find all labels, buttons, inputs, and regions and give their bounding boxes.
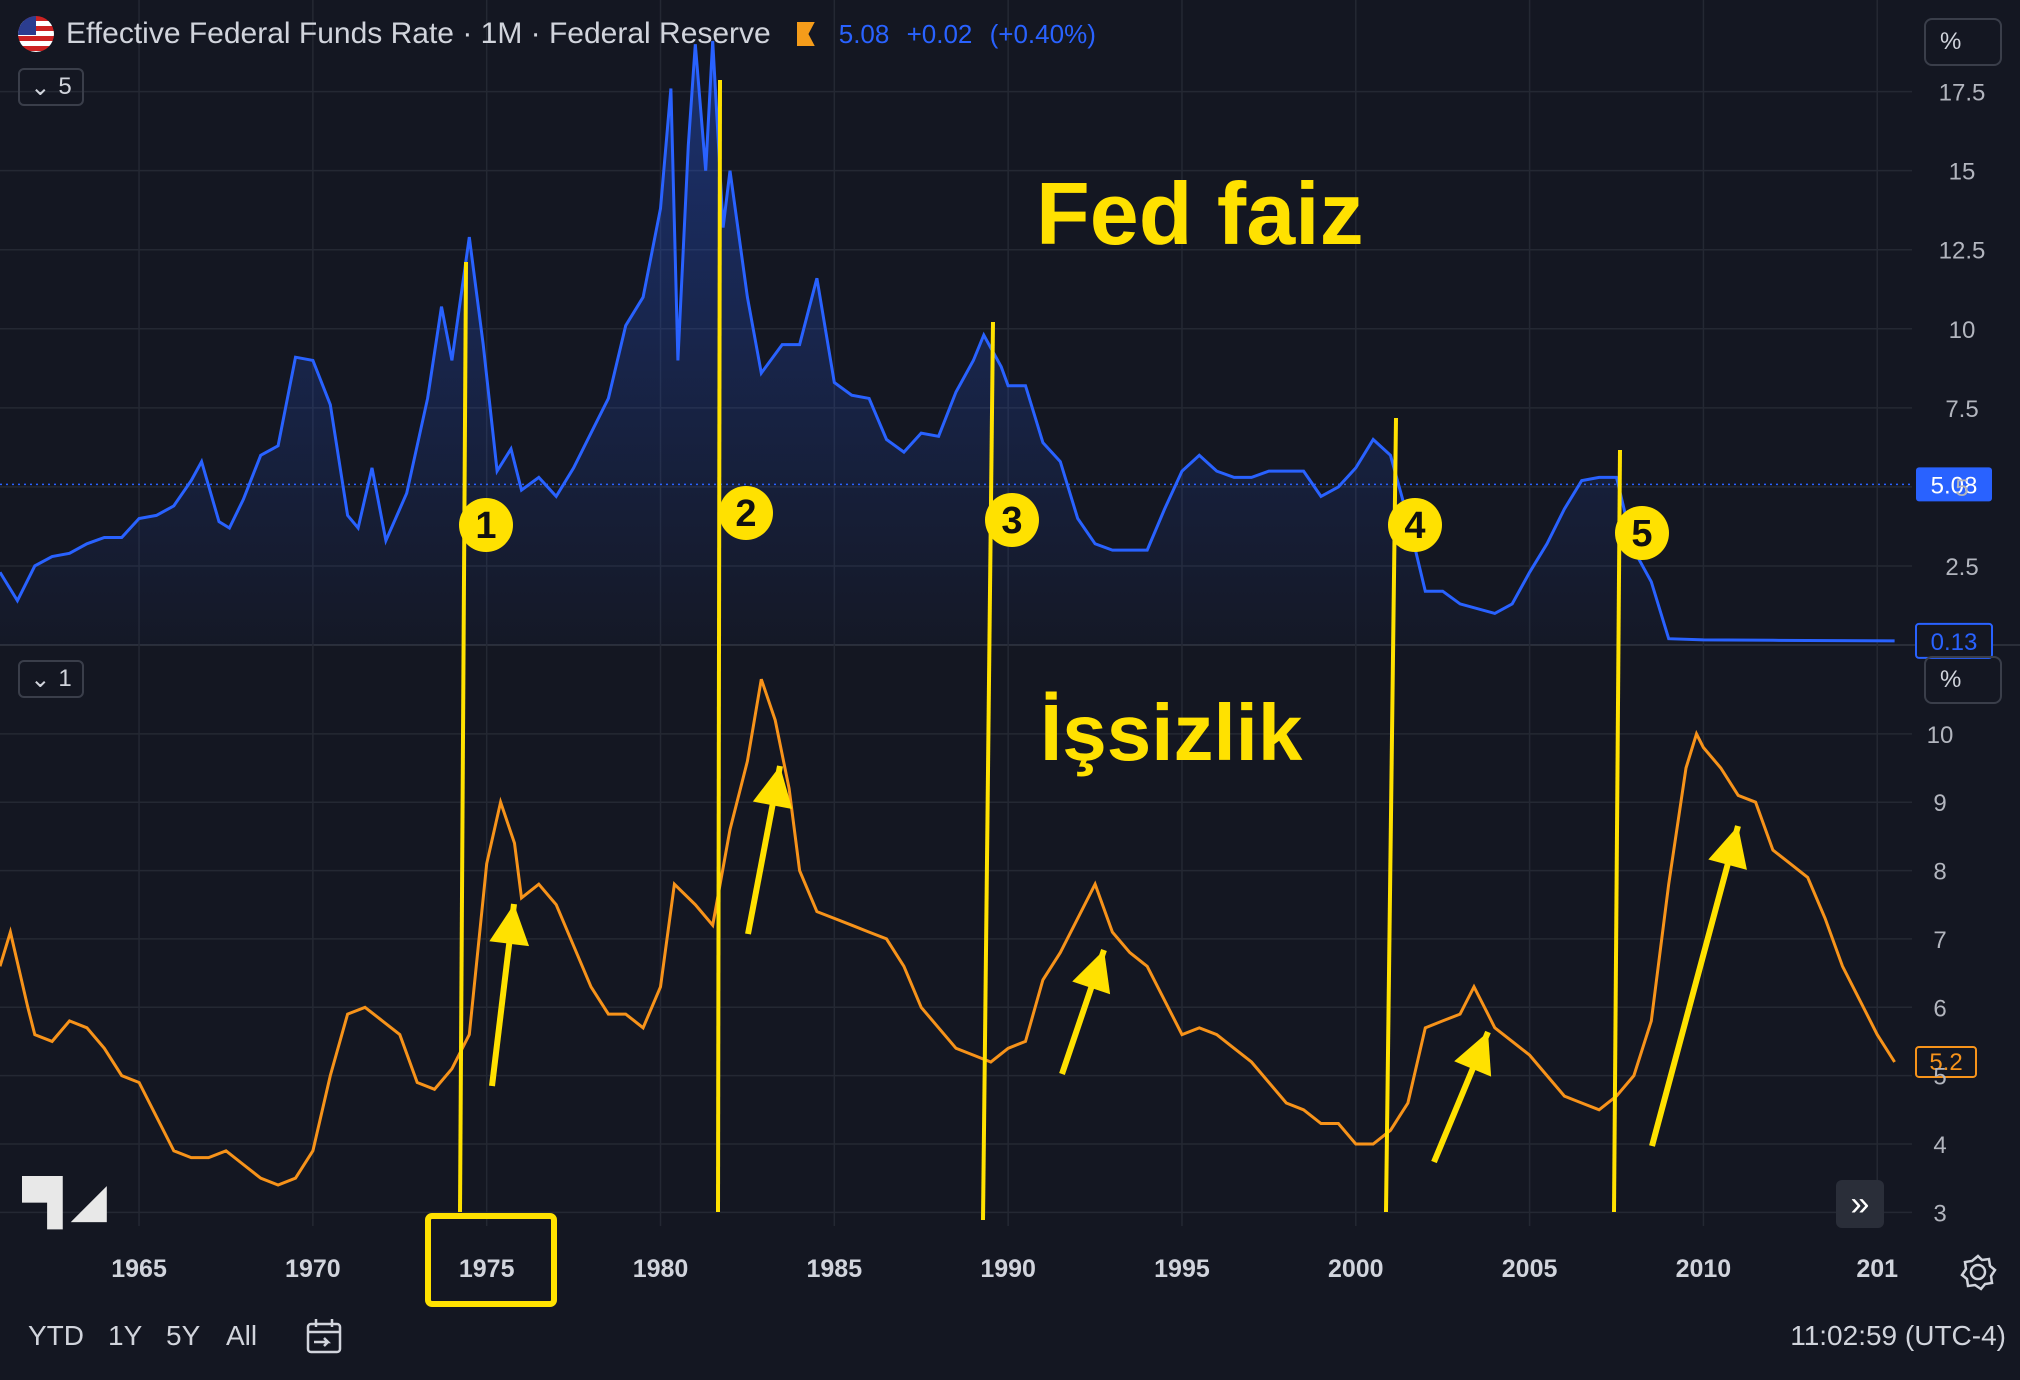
settings-gear-icon[interactable] bbox=[1956, 1250, 2000, 1294]
yellow-marker-line bbox=[1384, 417, 1398, 1213]
range-1y-button[interactable]: 1Y bbox=[108, 1320, 143, 1351]
x-tick-label: 1970 bbox=[285, 1255, 341, 1283]
yellow-marker-line bbox=[716, 79, 722, 1213]
up-arrow bbox=[1059, 949, 1111, 1075]
unemp-y-tick-label: 3 bbox=[1933, 1200, 1946, 1227]
pane-collapse-button-bottom[interactable]: ⌄ 1 bbox=[18, 660, 84, 698]
x-tick-label: 1975 bbox=[459, 1255, 515, 1283]
arrow-head bbox=[752, 766, 793, 810]
bottom-toolbar: YTD 1Y 5Y All 11:02:59 (UTC-4) bbox=[0, 1306, 2020, 1380]
calendar-goto-icon[interactable] bbox=[304, 1316, 346, 1358]
x-tick-label: 2005 bbox=[1502, 1255, 1558, 1283]
yellow-marker-line bbox=[981, 321, 995, 1221]
yellow-marker-line bbox=[458, 261, 468, 1213]
unemp-y-tick-label: 9 bbox=[1933, 790, 1946, 817]
marker-circle-bg bbox=[459, 498, 513, 552]
flag-marker-icon[interactable] bbox=[796, 22, 815, 46]
fed-y-tick-label: 5 bbox=[1955, 475, 1968, 502]
unemp-last-price-label: 5.2 bbox=[1915, 1045, 1977, 1078]
range-all-button[interactable]: All bbox=[226, 1320, 258, 1351]
marker-circle-bg bbox=[1388, 498, 1442, 552]
fed-y-tick-label: 12.5 bbox=[1939, 238, 1986, 265]
arrow-shaft bbox=[1649, 825, 1741, 1147]
range-ytd-button[interactable]: YTD bbox=[28, 1320, 84, 1351]
arrow-head bbox=[1072, 950, 1111, 995]
marker-number: 5 bbox=[1631, 513, 1652, 555]
percent-scale-button-top[interactable]: % bbox=[1924, 18, 2002, 66]
marker-circle-bg bbox=[985, 493, 1039, 547]
yellow-marker-line bbox=[1612, 449, 1622, 1213]
unemp-y-tick-label: 4 bbox=[1933, 1132, 1946, 1159]
change-percent: (+0.40%) bbox=[989, 18, 1096, 49]
up-arrow bbox=[1431, 1030, 1492, 1164]
x-tick-label: 2010 bbox=[1676, 1255, 1732, 1283]
symbol-title[interactable]: Effective Federal Funds Rate · 1M · Fede… bbox=[66, 17, 771, 50]
fed-y-tick-label: 2.5 bbox=[1945, 554, 1978, 581]
x-tick-label: 1995 bbox=[1154, 1255, 1210, 1283]
marker-circle-bg bbox=[1615, 506, 1669, 560]
us-flag-icon bbox=[18, 16, 54, 52]
fed-last-price-label: 5.08 bbox=[1916, 467, 1992, 502]
tradingview-logo: ▀▌◢ bbox=[22, 1177, 106, 1226]
x-tick-label: 1965 bbox=[111, 1255, 167, 1283]
change-value: +0.02 bbox=[906, 18, 973, 49]
clock-timezone[interactable]: 11:02:59 (UTC-4) bbox=[1790, 1320, 2006, 1351]
chevron-down-icon: ⌄ bbox=[30, 73, 51, 101]
last-value: 5.08 bbox=[838, 18, 890, 49]
x-tick-label: 1980 bbox=[633, 1255, 689, 1283]
marker-circle: 5 bbox=[1615, 506, 1669, 560]
marker-circle: 3 bbox=[985, 493, 1039, 547]
marker-circle: 4 bbox=[1388, 498, 1442, 552]
marker-circle: 1 bbox=[459, 498, 513, 552]
fed-title-annotation: Fed faiz bbox=[1036, 164, 1364, 263]
up-arrow bbox=[745, 765, 793, 935]
up-arrow bbox=[489, 903, 530, 1087]
quote: 5.08 +0.02 (+0.40%) bbox=[839, 19, 1106, 50]
up-arrow bbox=[1649, 825, 1747, 1147]
fed-y-tick-label: 17.5 bbox=[1939, 80, 1986, 107]
chart-header: Effective Federal Funds Rate · 1M · Fede… bbox=[18, 16, 1106, 52]
fed-area-fill bbox=[0, 41, 1895, 645]
marker-number: 2 bbox=[735, 493, 756, 535]
highlight-box-1975 bbox=[425, 1213, 557, 1307]
pane-collapse-button-top[interactable]: ⌄ 5 bbox=[18, 68, 84, 106]
marker-circle: 2 bbox=[719, 486, 773, 540]
marker-number: 3 bbox=[1001, 500, 1022, 542]
fed-current-price-label: 0.13 bbox=[1915, 622, 1993, 659]
scroll-to-realtime-button[interactable]: » bbox=[1836, 1180, 1884, 1228]
marker-number: 4 bbox=[1404, 505, 1425, 547]
marker-number: 1 bbox=[475, 505, 496, 547]
range-5y-button[interactable]: 5Y bbox=[166, 1320, 201, 1351]
unemp-y-tick-label: 7 bbox=[1933, 927, 1946, 954]
pane-indicator-count: 1 bbox=[58, 665, 72, 692]
unemp-y-tick-label: 6 bbox=[1933, 995, 1946, 1022]
fed-y-tick-label: 10 bbox=[1949, 317, 1976, 344]
marker-circle-bg bbox=[719, 486, 773, 540]
price-label-bg bbox=[1915, 1045, 1977, 1078]
arrow-head bbox=[1454, 1032, 1492, 1077]
unemployment-title-annotation: İşsizlik bbox=[1040, 688, 1303, 777]
fed-y-tick-label: 15 bbox=[1949, 159, 1976, 186]
percent-scale-button-bottom[interactable]: % bbox=[1924, 656, 2002, 704]
unemp-y-tick-label: 8 bbox=[1933, 859, 1946, 886]
arrow-head bbox=[1708, 826, 1747, 870]
x-tick-label: 2000 bbox=[1328, 1255, 1384, 1283]
unit-label: % bbox=[1940, 28, 1962, 55]
price-label-text: 5.2 bbox=[1929, 1049, 1962, 1076]
pane-indicator-count: 5 bbox=[58, 73, 72, 100]
x-tick-label: 201 bbox=[1856, 1255, 1898, 1283]
unit-label: % bbox=[1940, 666, 1962, 693]
x-tick-label: 1985 bbox=[807, 1255, 863, 1283]
fed-y-tick-label: 7.5 bbox=[1945, 396, 1978, 423]
price-label-text: 0.13 bbox=[1931, 629, 1978, 656]
unemployment-line bbox=[0, 678, 1896, 1187]
chevron-down-icon: ⌄ bbox=[30, 665, 51, 693]
price-label-text: 5.08 bbox=[1931, 472, 1978, 499]
unemp-y-tick-label: 10 bbox=[1927, 722, 1954, 749]
unemp-y-tick-label: 5 bbox=[1933, 1064, 1946, 1091]
x-tick-label: 1990 bbox=[980, 1255, 1036, 1283]
price-label-bg bbox=[1916, 467, 1992, 502]
arrow-head bbox=[489, 904, 530, 947]
